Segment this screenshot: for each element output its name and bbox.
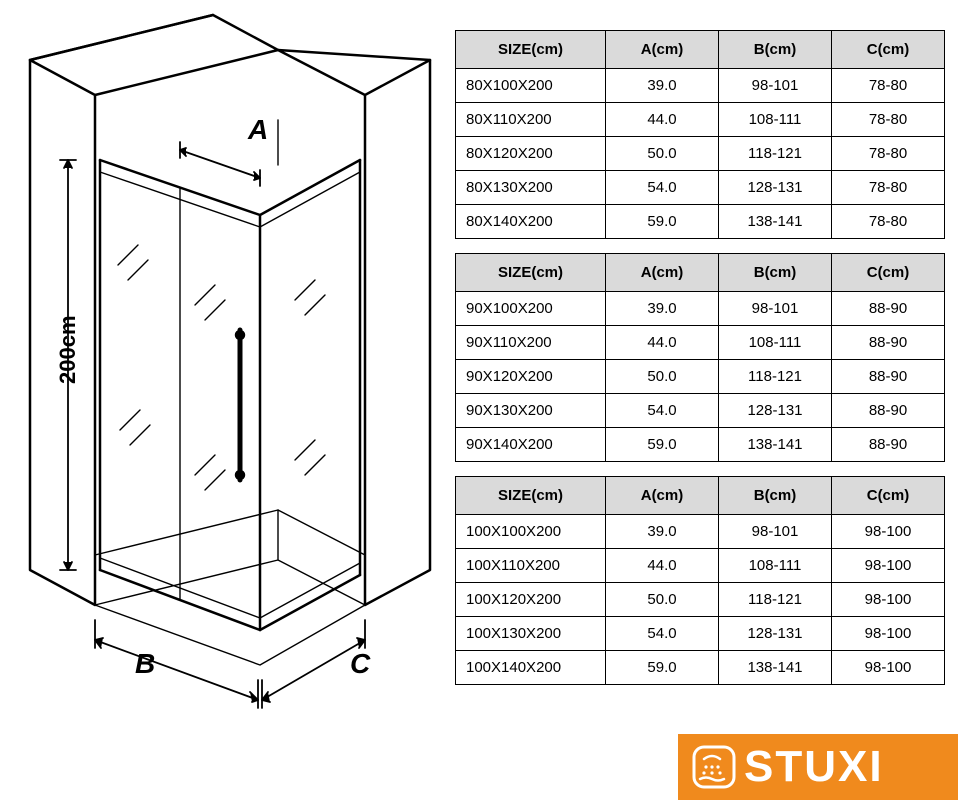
table-header: SIZE(cm) — [456, 31, 606, 69]
table-cell: 44.0 — [606, 103, 719, 137]
table-header: B(cm) — [719, 31, 832, 69]
table-cell: 100X120X200 — [456, 583, 606, 617]
table-cell: 128-131 — [719, 171, 832, 205]
table-cell: 90X110X200 — [456, 326, 606, 360]
dimension-label-height: 200cm — [55, 315, 81, 384]
table-header: C(cm) — [832, 477, 945, 515]
table-cell: 138-141 — [719, 651, 832, 685]
shower-icon — [692, 745, 736, 789]
table-row: 100X100X20039.098-10198-100 — [456, 515, 945, 549]
table-row: 80X100X20039.098-10178-80 — [456, 69, 945, 103]
table-cell: 128-131 — [719, 617, 832, 651]
table-cell: 108-111 — [719, 326, 832, 360]
table-row: 100X110X20044.0108-11198-100 — [456, 549, 945, 583]
table-cell: 78-80 — [832, 171, 945, 205]
table-cell: 88-90 — [832, 292, 945, 326]
table-cell: 54.0 — [606, 617, 719, 651]
table-row: 80X120X20050.0118-12178-80 — [456, 137, 945, 171]
table-cell: 138-141 — [719, 428, 832, 462]
dimension-label-b: B — [135, 648, 155, 680]
table-cell: 98-100 — [832, 617, 945, 651]
table-row: 90X140X20059.0138-14188-90 — [456, 428, 945, 462]
table-cell: 98-100 — [832, 583, 945, 617]
size-table-1: SIZE(cm)A(cm)B(cm)C(cm)80X100X20039.098-… — [455, 30, 945, 239]
table-cell: 80X140X200 — [456, 205, 606, 239]
table-cell: 80X120X200 — [456, 137, 606, 171]
table-cell: 98-100 — [832, 515, 945, 549]
table-cell: 98-100 — [832, 651, 945, 685]
tables-area: SIZE(cm)A(cm)B(cm)C(cm)80X100X20039.098-… — [455, 0, 955, 720]
diagram-area: A B C 200cm — [0, 0, 455, 720]
table-cell: 44.0 — [606, 549, 719, 583]
table-row: 90X100X20039.098-10188-90 — [456, 292, 945, 326]
table-cell: 39.0 — [606, 292, 719, 326]
brand-logo-bar: STUXI — [678, 734, 958, 800]
table-row: 100X140X20059.0138-14198-100 — [456, 651, 945, 685]
table-header: SIZE(cm) — [456, 477, 606, 515]
table-cell: 80X100X200 — [456, 69, 606, 103]
table-cell: 78-80 — [832, 69, 945, 103]
table-header: A(cm) — [606, 254, 719, 292]
table-cell: 78-80 — [832, 103, 945, 137]
table-row: 80X130X20054.0128-13178-80 — [456, 171, 945, 205]
table-row: 90X130X20054.0128-13188-90 — [456, 394, 945, 428]
table-cell: 59.0 — [606, 428, 719, 462]
table-cell: 88-90 — [832, 326, 945, 360]
table-cell: 108-111 — [719, 549, 832, 583]
brand-name: STUXI — [744, 742, 884, 792]
table-cell: 98-100 — [832, 549, 945, 583]
table-cell: 39.0 — [606, 515, 719, 549]
table-header: SIZE(cm) — [456, 254, 606, 292]
table-row: 80X110X20044.0108-11178-80 — [456, 103, 945, 137]
table-row: 100X130X20054.0128-13198-100 — [456, 617, 945, 651]
table-cell: 138-141 — [719, 205, 832, 239]
table-cell: 88-90 — [832, 394, 945, 428]
table-header: C(cm) — [832, 254, 945, 292]
table-row: 90X120X20050.0118-12188-90 — [456, 360, 945, 394]
table-cell: 118-121 — [719, 583, 832, 617]
dimension-label-a: A — [248, 114, 268, 146]
dimension-label-c: C — [350, 648, 370, 680]
table-header: A(cm) — [606, 31, 719, 69]
table-cell: 90X100X200 — [456, 292, 606, 326]
table-row: 80X140X20059.0138-14178-80 — [456, 205, 945, 239]
table-cell: 88-90 — [832, 428, 945, 462]
table-cell: 98-101 — [719, 292, 832, 326]
size-table-3: SIZE(cm)A(cm)B(cm)C(cm)100X100X20039.098… — [455, 476, 945, 685]
table-cell: 100X130X200 — [456, 617, 606, 651]
table-cell: 118-121 — [719, 137, 832, 171]
table-cell: 90X130X200 — [456, 394, 606, 428]
table-cell: 78-80 — [832, 205, 945, 239]
table-cell: 90X120X200 — [456, 360, 606, 394]
table-cell: 59.0 — [606, 205, 719, 239]
table-header: B(cm) — [719, 477, 832, 515]
table-header: B(cm) — [719, 254, 832, 292]
table-cell: 128-131 — [719, 394, 832, 428]
table-cell: 90X140X200 — [456, 428, 606, 462]
table-cell: 44.0 — [606, 326, 719, 360]
table-cell: 98-101 — [719, 69, 832, 103]
table-cell: 108-111 — [719, 103, 832, 137]
table-cell: 50.0 — [606, 360, 719, 394]
table-cell: 39.0 — [606, 69, 719, 103]
table-cell: 98-101 — [719, 515, 832, 549]
table-cell: 100X140X200 — [456, 651, 606, 685]
table-cell: 80X110X200 — [456, 103, 606, 137]
size-table-2: SIZE(cm)A(cm)B(cm)C(cm)90X100X20039.098-… — [455, 253, 945, 462]
table-cell: 50.0 — [606, 137, 719, 171]
table-cell: 54.0 — [606, 394, 719, 428]
table-cell: 78-80 — [832, 137, 945, 171]
table-cell: 50.0 — [606, 583, 719, 617]
table-cell: 118-121 — [719, 360, 832, 394]
table-row: 100X120X20050.0118-12198-100 — [456, 583, 945, 617]
table-header: C(cm) — [832, 31, 945, 69]
table-cell: 59.0 — [606, 651, 719, 685]
table-cell: 88-90 — [832, 360, 945, 394]
table-cell: 100X100X200 — [456, 515, 606, 549]
table-row: 90X110X20044.0108-11188-90 — [456, 326, 945, 360]
table-header: A(cm) — [606, 477, 719, 515]
table-cell: 100X110X200 — [456, 549, 606, 583]
table-cell: 54.0 — [606, 171, 719, 205]
table-cell: 80X130X200 — [456, 171, 606, 205]
